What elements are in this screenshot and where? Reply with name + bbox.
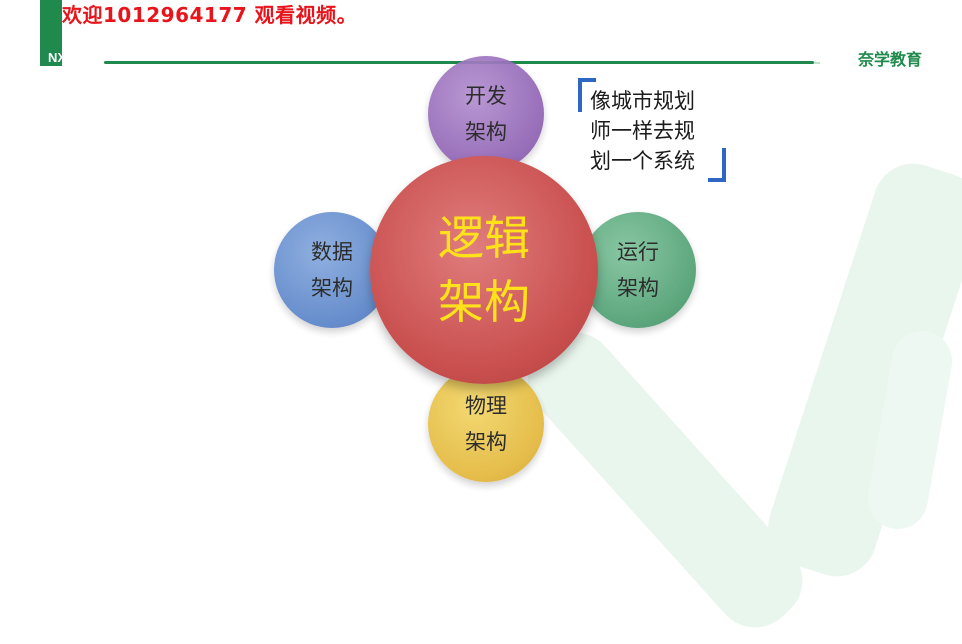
brand-name: 奈学教育 — [857, 50, 922, 69]
center-label-line2: 架构 — [438, 275, 530, 329]
logo: NX••• — [48, 50, 80, 65]
circle-label-line1: 开发 — [465, 84, 507, 108]
circle-label-line2: 架构 — [465, 430, 507, 454]
circle-development-architecture: 开发 架构 — [428, 56, 544, 172]
circle-label-line2: 架构 — [311, 276, 353, 300]
circle-label-line1: 运行 — [617, 240, 659, 264]
logo-block — [40, 0, 62, 66]
circle-runtime-architecture: 运行 架构 — [580, 212, 696, 328]
circle-label-line1: 物理 — [465, 394, 507, 418]
circle-label-line2: 架构 — [465, 120, 507, 144]
bracket-top-left — [578, 78, 596, 112]
watermark-text: 欢迎1012964177 观看视频。 — [62, 3, 358, 27]
circle-data-architecture: 数据 架构 — [274, 212, 390, 328]
bracket-bottom-right — [708, 148, 726, 182]
circle-physical-architecture: 物理 架构 — [428, 366, 544, 482]
callout-line: 划一个系统 — [590, 149, 695, 173]
callout-line: 师一样去规 — [590, 119, 695, 143]
callout-line: 像城市规划 — [590, 89, 695, 113]
callout-text: 像城市规划 师一样去规 划一个系统 — [590, 86, 722, 176]
callout-note: 像城市规划 师一样去规 划一个系统 — [578, 78, 726, 182]
center-label-line1: 逻辑 — [438, 211, 530, 265]
circle-label-line1: 数据 — [311, 240, 353, 264]
circle-logical-architecture: 逻辑 架构 — [370, 156, 598, 384]
background-stroke — [511, 316, 819, 644]
circle-label-line2: 架构 — [617, 276, 659, 300]
